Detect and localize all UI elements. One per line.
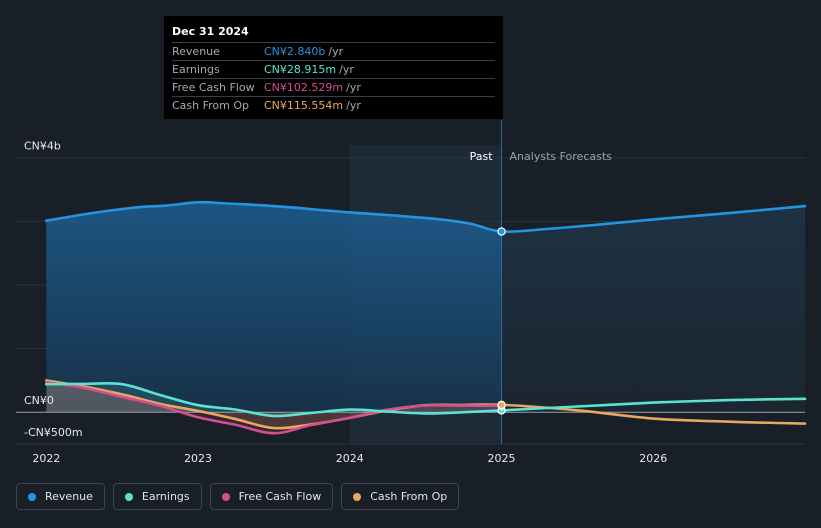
- tooltip-label: Cash From Op: [172, 99, 250, 112]
- forecast-label: Analysts Forecasts: [510, 150, 613, 163]
- tooltip-date: Dec 31 2024: [172, 25, 249, 38]
- legend-item-earnings[interactable]: Earnings: [112, 483, 202, 510]
- legend-dot-icon: [221, 492, 230, 501]
- hover-tooltip: Dec 31 2024 Revenue CN¥2.840b /yr Earnin…: [164, 16, 503, 119]
- x-tick-label: 2024: [336, 452, 364, 465]
- area-earnings: [46, 383, 502, 417]
- tooltip-value: CN¥2.840b: [264, 45, 326, 58]
- tooltip-row-revenue: Revenue CN¥2.840b /yr: [172, 42, 495, 60]
- legend-item-cash-from-op[interactable]: Cash From Op: [341, 483, 460, 510]
- area-cash-from-op: [46, 380, 502, 429]
- legend-dot-icon: [124, 492, 133, 501]
- marker-cash-from-op: [497, 400, 506, 410]
- revenue-area-forecast: [501, 206, 805, 413]
- tooltip-label: Free Cash Flow: [172, 81, 255, 94]
- x-tick-label: 2022: [32, 452, 60, 465]
- tooltip-label: Earnings: [172, 63, 220, 76]
- past-label: Past: [470, 150, 494, 163]
- revenue-area-past: [46, 202, 502, 413]
- marker-revenue: [497, 227, 506, 236]
- legend-label: Free Cash Flow: [238, 490, 322, 503]
- series-line-earnings: [45, 381, 807, 418]
- tooltip-value: CN¥115.554m: [264, 99, 344, 112]
- legend-label: Earnings: [141, 490, 190, 503]
- chart-legend: Revenue Earnings Free Cash Flow Cash Fro…: [16, 483, 460, 510]
- legend-label: Cash From Op: [370, 490, 448, 503]
- legend-item-free-cash-flow[interactable]: Free Cash Flow: [209, 483, 334, 510]
- y-axis-label: CN¥4b: [24, 140, 61, 153]
- tooltip-value: CN¥28.915m: [264, 63, 337, 76]
- y-axis-label: -CN¥500m: [24, 426, 83, 439]
- legend-dot-icon: [28, 492, 36, 501]
- tooltip-row-cash-from-op: Cash From Op CN¥115.554m /yr: [172, 96, 495, 114]
- tooltip-unit: /yr: [346, 99, 361, 112]
- x-tick-label: 2023: [184, 452, 212, 465]
- tooltip-unit: /yr: [339, 63, 354, 76]
- tooltip-unit: /yr: [346, 81, 361, 94]
- series-line-free-cash-flow: [45, 381, 503, 435]
- y-axis-label: CN¥0: [24, 394, 54, 407]
- tooltip-unit: /yr: [328, 45, 344, 58]
- x-tick-label: 2026: [639, 452, 667, 465]
- legend-item-revenue[interactable]: Revenue: [16, 483, 105, 510]
- series-line-revenue: [45, 200, 807, 233]
- tooltip-row-free-cash-flow: Free Cash Flow CN¥102.529m /yr: [172, 78, 495, 96]
- x-tick-label: 2025: [488, 452, 516, 465]
- tooltip-row-earnings: Earnings CN¥28.915m /yr: [172, 60, 495, 78]
- tooltip-label: Revenue: [172, 45, 220, 58]
- legend-dot-icon: [353, 492, 362, 501]
- tooltip-value: CN¥102.529m: [264, 81, 344, 94]
- legend-label: Revenue: [45, 490, 93, 503]
